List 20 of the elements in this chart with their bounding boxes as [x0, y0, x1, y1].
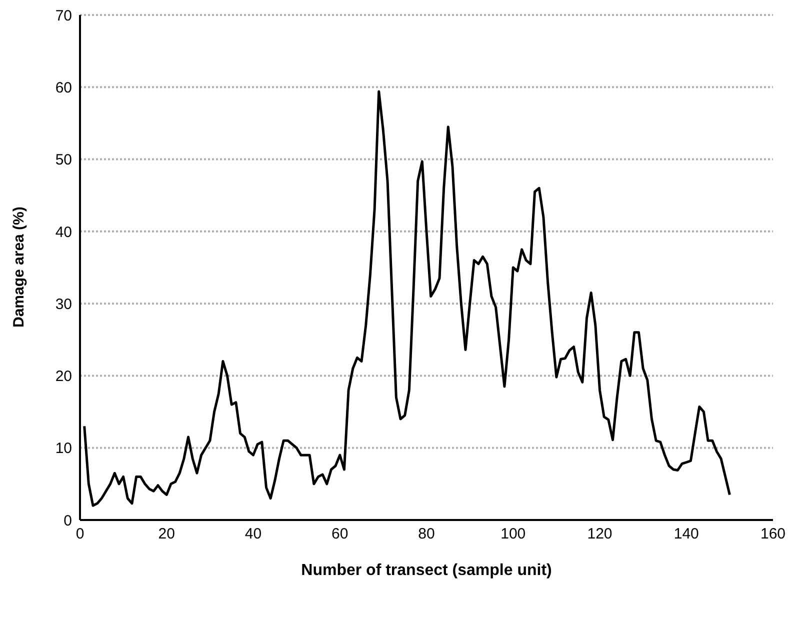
x-tick-label: 0 [76, 526, 84, 543]
x-axis-title: Number of transect (sample unit) [301, 562, 552, 579]
x-tick-label: 120 [587, 526, 612, 543]
x-tick-label: 20 [158, 526, 175, 543]
line-series [83, 90, 731, 507]
y-tick-label: 10 [55, 440, 72, 458]
y-tick-label: 70 [55, 7, 72, 24]
x-tick-label: 100 [500, 526, 526, 543]
x-tick-label: 40 [244, 526, 262, 543]
y-tick-label: 40 [55, 224, 72, 241]
y-axis-title: Damage area (%) [10, 206, 28, 328]
x-tick-label: 140 [674, 526, 699, 543]
x-tick-label: 160 [760, 526, 786, 543]
y-tick-label: 60 [55, 79, 72, 96]
x-tick-label: 60 [332, 526, 348, 543]
y-tick-label: 0 [64, 512, 72, 530]
y-tick-label: 30 [55, 296, 72, 313]
x-tick-label: 80 [418, 526, 435, 543]
y-tick-label: 50 [55, 152, 72, 169]
y-tick-label: 20 [55, 368, 72, 386]
